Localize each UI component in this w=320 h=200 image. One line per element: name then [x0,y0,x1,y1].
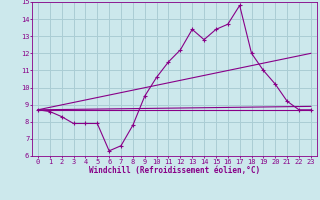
X-axis label: Windchill (Refroidissement éolien,°C): Windchill (Refroidissement éolien,°C) [89,166,260,175]
